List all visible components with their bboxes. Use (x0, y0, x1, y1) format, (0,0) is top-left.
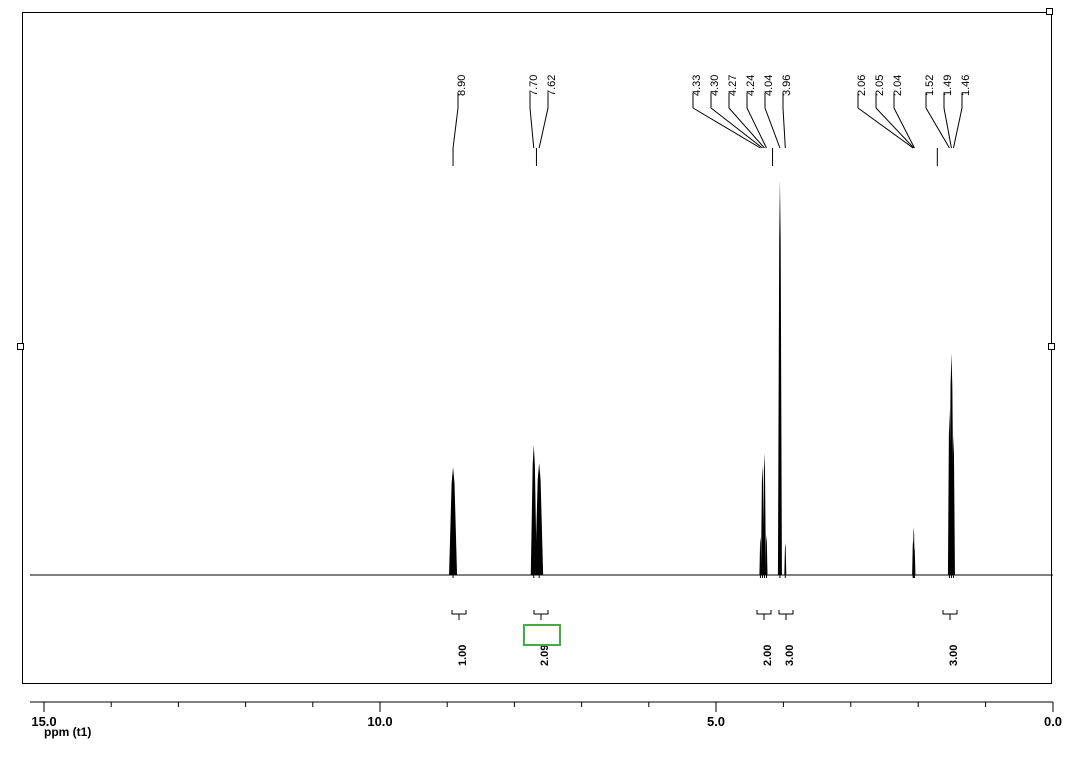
axis-tick-label: 5.0 (707, 714, 725, 729)
x-axis-svg (0, 0, 1070, 767)
axis-tick-label: 0.0 (1044, 714, 1062, 729)
axis-tick-label: 10.0 (367, 714, 392, 729)
axis-title: ppm (t1) (44, 725, 91, 739)
nmr-spectrum-container: 8.907.707.624.334.304.274.244.043.962.06… (0, 0, 1070, 767)
